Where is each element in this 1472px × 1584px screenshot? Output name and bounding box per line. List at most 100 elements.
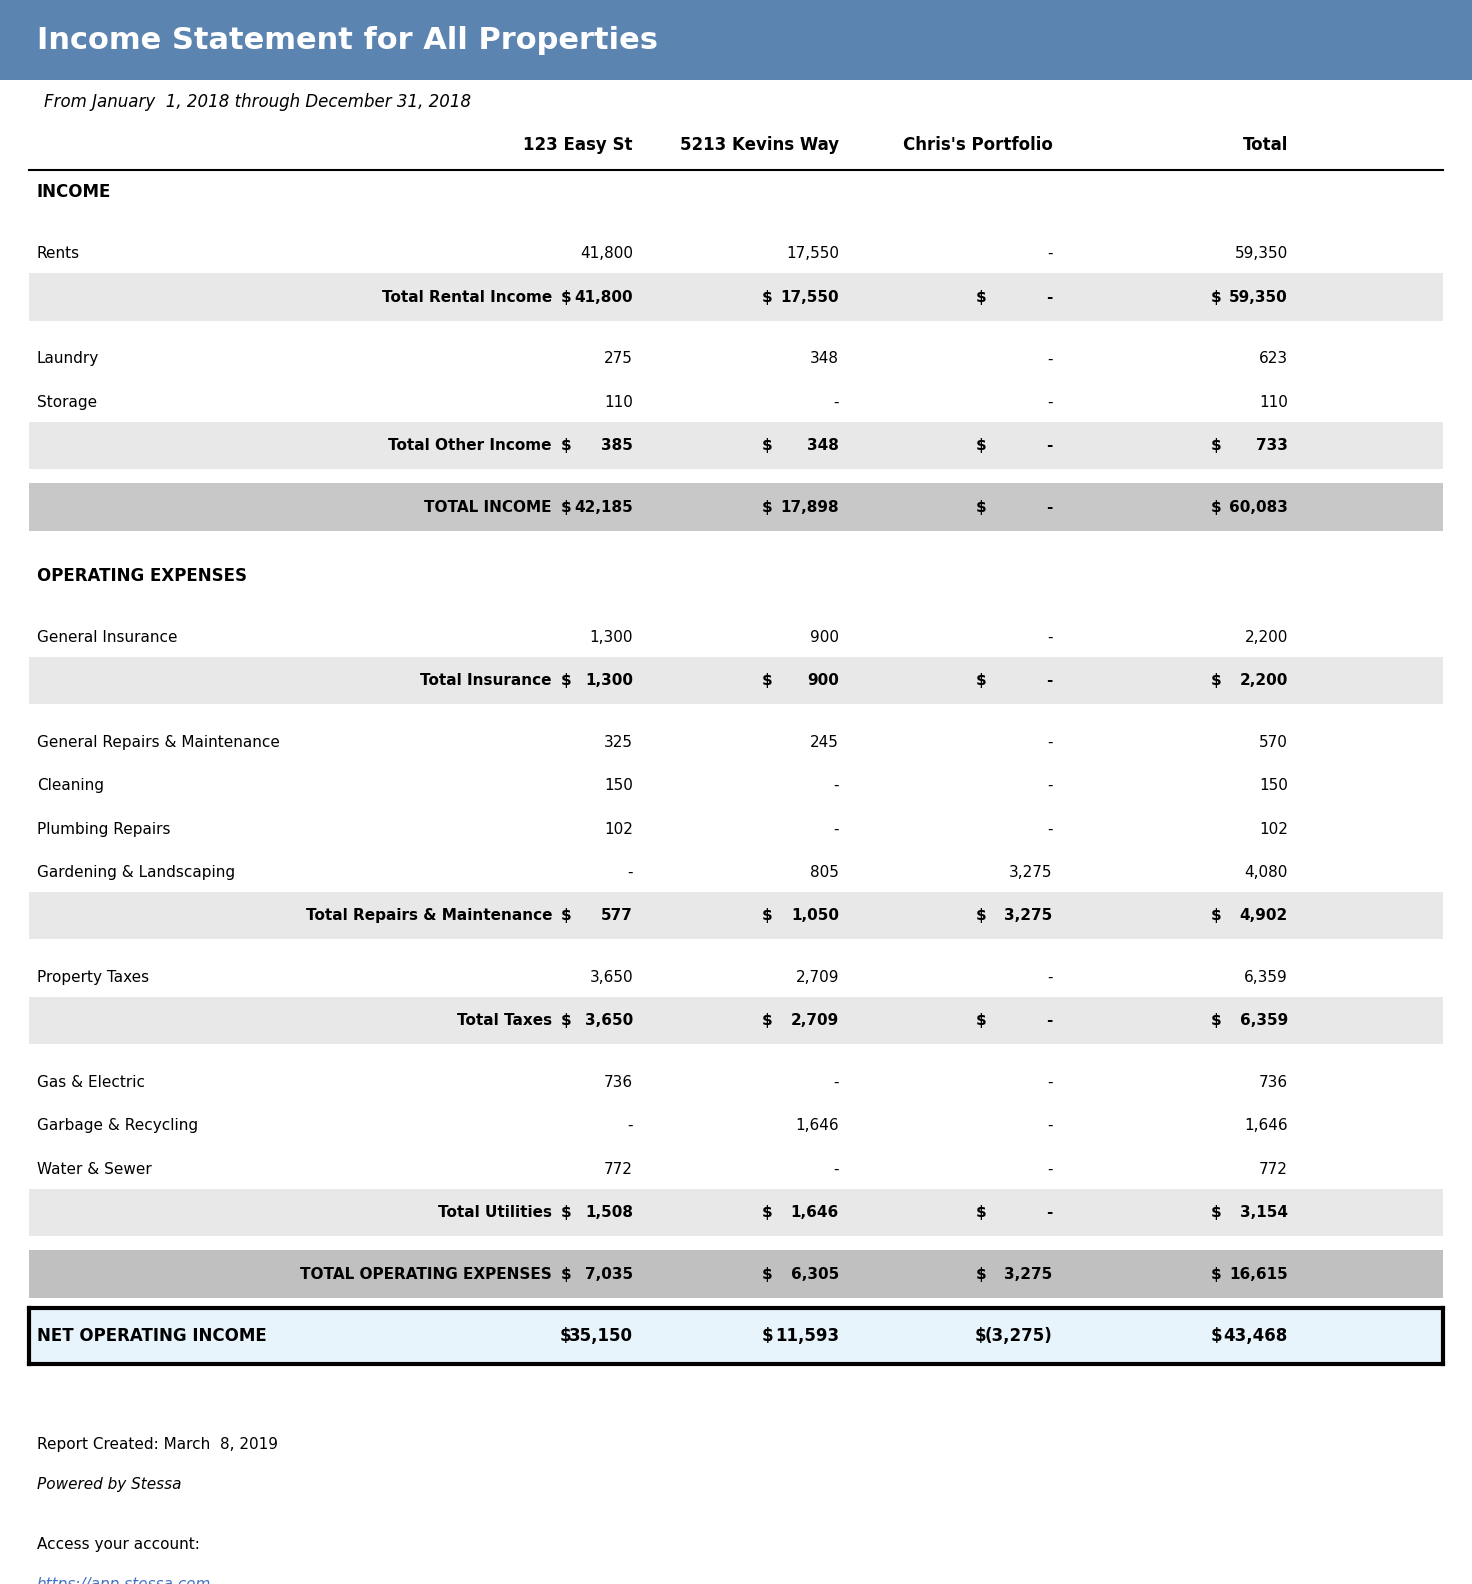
Text: 1,508: 1,508: [584, 1205, 633, 1220]
Text: -: -: [1047, 778, 1052, 794]
Text: -: -: [1047, 290, 1052, 304]
Text: $: $: [976, 673, 986, 687]
Text: -: -: [1047, 437, 1052, 453]
Text: 59,350: 59,350: [1235, 246, 1288, 261]
Text: $: $: [976, 499, 986, 515]
Text: 4,902: 4,902: [1239, 908, 1288, 923]
Text: $: $: [561, 499, 571, 515]
Text: $: $: [1211, 1267, 1222, 1281]
Text: $: $: [1210, 1327, 1222, 1345]
Text: $: $: [762, 290, 773, 304]
Text: 2,709: 2,709: [790, 1014, 839, 1028]
Text: Laundry: Laundry: [37, 352, 99, 366]
Text: 17,550: 17,550: [780, 290, 839, 304]
Text: $: $: [762, 1267, 773, 1281]
Text: -: -: [1047, 969, 1052, 985]
Text: 41,800: 41,800: [580, 246, 633, 261]
Text: Total Taxes: Total Taxes: [456, 1014, 552, 1028]
Text: $: $: [976, 290, 986, 304]
Text: 3,154: 3,154: [1239, 1205, 1288, 1220]
Text: $: $: [561, 290, 571, 304]
Bar: [29, 421, 1443, 469]
Text: 1,646: 1,646: [795, 1118, 839, 1133]
Text: Storage: Storage: [37, 394, 97, 410]
Text: $: $: [762, 499, 773, 515]
Text: $: $: [1211, 290, 1222, 304]
Text: -: -: [833, 394, 839, 410]
Text: TOTAL INCOME: TOTAL INCOME: [424, 499, 552, 515]
Text: $: $: [561, 1014, 571, 1028]
Text: OPERATING EXPENSES: OPERATING EXPENSES: [37, 567, 247, 584]
Text: Access your account:: Access your account:: [37, 1536, 200, 1552]
Bar: [0, 0, 1472, 81]
Text: 385: 385: [601, 437, 633, 453]
Text: General Repairs & Maintenance: General Repairs & Maintenance: [37, 735, 280, 749]
Text: -: -: [1047, 499, 1052, 515]
Text: $: $: [561, 908, 571, 923]
Text: 325: 325: [604, 735, 633, 749]
Text: 275: 275: [604, 352, 633, 366]
Text: 623: 623: [1259, 352, 1288, 366]
Text: Property Taxes: Property Taxes: [37, 969, 149, 985]
Text: 102: 102: [1259, 822, 1288, 836]
Text: -: -: [1047, 1205, 1052, 1220]
Text: 16,615: 16,615: [1229, 1267, 1288, 1281]
Text: $: $: [762, 908, 773, 923]
Text: Water & Sewer: Water & Sewer: [37, 1161, 152, 1177]
Text: -: -: [1047, 630, 1052, 645]
Text: Cleaning: Cleaning: [37, 778, 105, 794]
Text: 245: 245: [810, 735, 839, 749]
Text: $: $: [976, 908, 986, 923]
Text: $: $: [974, 1327, 986, 1345]
Text: 736: 736: [1259, 1076, 1288, 1090]
Text: -: -: [833, 822, 839, 836]
Text: -: -: [1047, 352, 1052, 366]
Text: 3,650: 3,650: [589, 969, 633, 985]
Text: 1,300: 1,300: [589, 630, 633, 645]
Text: INCOME: INCOME: [37, 184, 112, 201]
Text: 17,898: 17,898: [780, 499, 839, 515]
Text: -: -: [1047, 1161, 1052, 1177]
Text: Total Other Income: Total Other Income: [389, 437, 552, 453]
Text: 123 Easy St: 123 Easy St: [524, 136, 633, 154]
Text: $: $: [976, 1205, 986, 1220]
Text: -: -: [1047, 735, 1052, 749]
Text: $: $: [762, 1205, 773, 1220]
Text: Gas & Electric: Gas & Electric: [37, 1076, 144, 1090]
Bar: [29, 657, 1443, 705]
Text: 59,350: 59,350: [1229, 290, 1288, 304]
Text: -: -: [1047, 1076, 1052, 1090]
Text: Total Utilities: Total Utilities: [439, 1205, 552, 1220]
Text: -: -: [1047, 1118, 1052, 1133]
Text: 43,468: 43,468: [1223, 1327, 1288, 1345]
Text: -: -: [1047, 394, 1052, 410]
Text: 900: 900: [807, 673, 839, 687]
Text: 150: 150: [604, 778, 633, 794]
Text: 7,035: 7,035: [584, 1267, 633, 1281]
Text: 42,185: 42,185: [574, 499, 633, 515]
Text: -: -: [1047, 822, 1052, 836]
Text: -: -: [1047, 246, 1052, 261]
Text: 150: 150: [1259, 778, 1288, 794]
Text: $: $: [976, 1014, 986, 1028]
Text: 1,050: 1,050: [790, 908, 839, 923]
Text: 348: 348: [810, 352, 839, 366]
Text: 2,200: 2,200: [1239, 673, 1288, 687]
Text: 110: 110: [604, 394, 633, 410]
Text: 772: 772: [1259, 1161, 1288, 1177]
Text: $: $: [762, 437, 773, 453]
Text: $: $: [561, 437, 571, 453]
Text: 348: 348: [807, 437, 839, 453]
Text: 1,646: 1,646: [1244, 1118, 1288, 1133]
Bar: [29, 274, 1443, 322]
Text: 805: 805: [810, 865, 839, 879]
Text: $: $: [976, 437, 986, 453]
Text: $: $: [1211, 1205, 1222, 1220]
Text: Rents: Rents: [37, 246, 79, 261]
Text: Total Insurance: Total Insurance: [421, 673, 552, 687]
Text: -: -: [833, 1076, 839, 1090]
Text: 2,200: 2,200: [1245, 630, 1288, 645]
Text: $: $: [976, 1267, 986, 1281]
Text: 736: 736: [604, 1076, 633, 1090]
Text: Chris's Portfolio: Chris's Portfolio: [902, 136, 1052, 154]
